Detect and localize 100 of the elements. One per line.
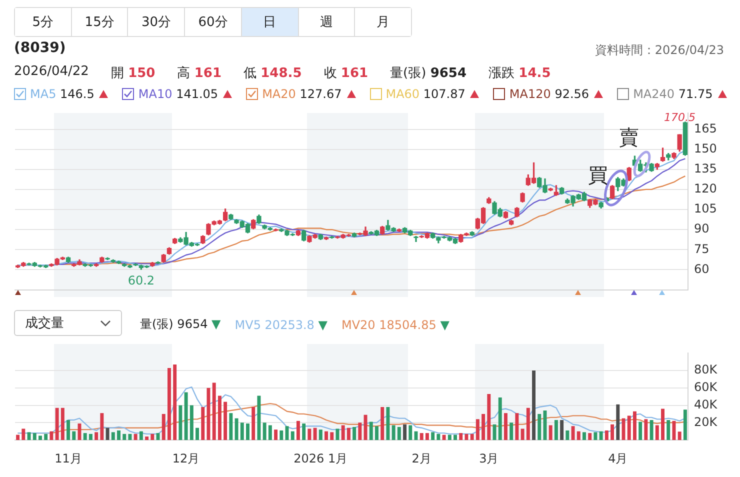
bar (167, 368, 171, 440)
bar (632, 411, 636, 440)
bar (644, 419, 648, 440)
bar (604, 430, 608, 440)
bar (88, 434, 92, 440)
x-tick-label: 2026 1月 (294, 451, 348, 466)
bar (532, 370, 536, 440)
bar (274, 430, 278, 440)
bar (403, 424, 407, 440)
bar (32, 433, 36, 440)
legend-label: MA10 141.05 (138, 87, 218, 101)
text: 量(張) 9654 (390, 65, 467, 82)
bar (672, 420, 676, 440)
bar (650, 420, 654, 440)
y-tick-label: 90 (694, 222, 710, 236)
bar (106, 428, 110, 440)
y-tick-label: 60 (694, 262, 710, 276)
text: MA120 92.56 (509, 87, 590, 101)
bar (392, 425, 396, 440)
bar (280, 430, 284, 440)
x-tick-label: 11月 (54, 451, 82, 466)
annotation: 賣 (619, 124, 639, 151)
text: MV5 20253.8 ▼ (234, 318, 328, 332)
bar (27, 432, 31, 440)
bar (173, 364, 177, 440)
bar (50, 431, 54, 440)
bar (268, 425, 272, 440)
bar (599, 431, 603, 440)
bar (302, 424, 306, 440)
chart-title: 成交量 (25, 315, 64, 332)
bar (538, 414, 542, 440)
bar (150, 434, 154, 440)
y-tick-label: 60K (694, 380, 718, 394)
chart-title: (8039) (14, 40, 66, 56)
bar (520, 428, 524, 440)
text: MV20 18504.85 ▼ (341, 318, 450, 332)
text: MA240 71.75 (633, 87, 713, 101)
bar (262, 422, 266, 440)
bar (252, 407, 256, 440)
bar (380, 407, 384, 440)
bar (184, 392, 188, 440)
bar (60, 408, 64, 440)
bar (442, 434, 446, 440)
tab-button: 15分 (72, 8, 128, 36)
chart-subtitle: 2026/04/22 (14, 64, 89, 81)
bar (83, 433, 87, 440)
tab-button: 週 (298, 8, 356, 36)
bar (139, 431, 143, 440)
y-tick-label: 165 (694, 121, 717, 136)
bar (16, 434, 20, 440)
bar (218, 396, 222, 440)
bar (576, 431, 580, 440)
bar (566, 430, 570, 440)
bar (431, 432, 435, 440)
bar (318, 430, 322, 440)
bar (257, 396, 261, 440)
bar (111, 432, 115, 440)
bar (560, 420, 564, 440)
bar (352, 426, 356, 440)
bar (330, 432, 334, 440)
bar (358, 422, 362, 440)
bar (661, 408, 664, 440)
bar (582, 432, 586, 440)
bar (492, 424, 496, 440)
text: 收 161 (324, 65, 368, 82)
bar (397, 426, 401, 440)
bar (296, 420, 300, 440)
bar (543, 410, 547, 440)
bar (313, 428, 317, 440)
bar (638, 422, 642, 440)
text: MA60 107.87 (386, 87, 466, 101)
bar (308, 428, 312, 440)
candlestick (414, 236, 418, 242)
bar (588, 433, 592, 440)
y-tick-label: 80K (694, 362, 718, 377)
bar (515, 413, 519, 440)
bar (162, 414, 166, 440)
bar (459, 433, 463, 440)
bar (369, 422, 373, 440)
bar (246, 424, 250, 440)
text: 低 148.5 (244, 65, 302, 82)
bar (408, 425, 412, 440)
bar (128, 434, 132, 440)
y-tick-label: 75 (694, 242, 710, 256)
bar (454, 434, 457, 440)
bar (38, 436, 42, 440)
bar (436, 434, 440, 440)
bar (548, 425, 552, 440)
text: 量(張) 9654 ▼ (140, 316, 221, 333)
bar (678, 432, 682, 440)
bar (526, 408, 530, 440)
x-tick-label: 4月 (608, 451, 628, 466)
bar (498, 397, 502, 440)
bar (206, 388, 210, 440)
bar (324, 431, 328, 440)
text: 資料時間：2026/04/23 (594, 42, 724, 59)
bar (117, 430, 120, 440)
bar (134, 434, 138, 440)
annotation: 170.5 (664, 111, 696, 124)
x-tick-label: 2月 (412, 451, 432, 466)
